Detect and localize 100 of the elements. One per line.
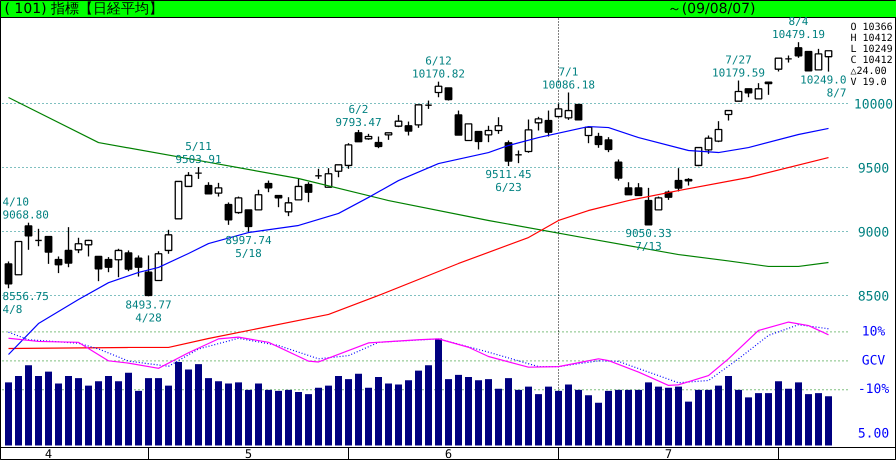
bar: [375, 377, 382, 446]
bar: [555, 390, 562, 446]
candlestick: [244, 209, 252, 232]
bar: [435, 338, 442, 446]
y-tick-label: 9000: [858, 226, 890, 240]
bar: [175, 362, 182, 446]
candlestick: [434, 80, 442, 98]
candlestick: [294, 178, 302, 201]
bar: [815, 393, 822, 446]
bar: [215, 381, 222, 446]
candlestick: [824, 50, 832, 72]
candlestick: [604, 136, 612, 153]
candlestick: [124, 250, 132, 272]
candlestick: [774, 58, 782, 72]
candlestick: [44, 236, 52, 265]
text: 5.00: [858, 426, 890, 442]
bar: [185, 370, 192, 446]
annotation: 6/2 9793.47: [335, 102, 382, 129]
candlestick: [414, 104, 422, 128]
candlestick: [514, 150, 522, 164]
annotation: 6/12 10170.82: [412, 54, 465, 81]
bar: [405, 380, 412, 446]
candlestick: [344, 142, 352, 170]
candlestick: [194, 166, 202, 180]
candlestick: [204, 182, 212, 195]
candlestick: [454, 110, 462, 136]
bar: [755, 393, 762, 446]
bar: [515, 390, 522, 446]
bar: [795, 382, 802, 446]
bar: [255, 383, 262, 446]
bar: [415, 370, 422, 446]
annotation: 7/27 10179.59: [712, 54, 765, 80]
bar: [115, 381, 122, 446]
candlestick: [504, 140, 512, 167]
y-tick-label: 8500: [858, 289, 890, 304]
bar: [685, 402, 692, 446]
candlestick: [354, 129, 362, 142]
bar: [715, 386, 722, 446]
candlestick: [654, 196, 662, 211]
candlestick: [404, 120, 412, 136]
bar: [305, 394, 312, 446]
bar: [165, 386, 172, 446]
bar: [345, 379, 352, 446]
candlestick: [184, 171, 192, 188]
candlestick: [264, 180, 272, 193]
bar: [705, 390, 712, 446]
candlestick: [724, 110, 732, 122]
bar: [585, 395, 592, 446]
bar: [95, 381, 102, 446]
bar: [245, 390, 252, 446]
candlestick: [394, 114, 402, 128]
bar: [735, 390, 742, 446]
bar: [275, 390, 282, 446]
candlestick: [224, 202, 232, 226]
bar: [775, 381, 782, 446]
bar: [545, 386, 552, 446]
bar: [235, 382, 242, 446]
annotation: 10249.0 8/7: [800, 74, 847, 100]
text: H 10412: [850, 33, 893, 44]
bar: [395, 384, 402, 446]
bar: [45, 372, 52, 446]
bar: [535, 394, 542, 446]
bar: [695, 390, 702, 446]
candlestick: [274, 194, 282, 208]
candlestick: [94, 256, 102, 282]
candlestick: [544, 110, 552, 138]
text: C 10412: [850, 55, 893, 66]
bar: [485, 379, 492, 446]
candlestick: [624, 182, 632, 196]
bar: [155, 378, 162, 446]
bar: [455, 374, 462, 446]
candlestick: [34, 228, 42, 247]
annotation: 8997.74 5/18: [225, 234, 272, 260]
bar: [645, 382, 652, 446]
bar: [425, 365, 432, 446]
x-tick-label: 6: [444, 447, 452, 460]
bar: [745, 397, 752, 446]
candlestick: [764, 81, 772, 96]
bar: [385, 383, 392, 446]
bar: [465, 377, 472, 446]
candlestick: [484, 125, 492, 143]
candlestick: [164, 229, 172, 254]
candlestick: [634, 182, 642, 196]
bar: [295, 392, 302, 446]
candlestick: [734, 80, 742, 102]
chart-subtitle: ～(09/08/07): [668, 1, 756, 17]
candlestick: [334, 164, 342, 178]
candlestick: [494, 116, 502, 134]
candlestick: [574, 104, 582, 121]
bar: [325, 386, 332, 446]
annotation: 4/10 9068.80: [2, 196, 49, 222]
bar: [365, 388, 372, 446]
bar: [55, 383, 62, 446]
bar: [505, 378, 512, 446]
x-tick-label: 4: [44, 447, 52, 460]
candlestick: [704, 134, 712, 154]
candlestick: [84, 239, 92, 258]
candlestick: [304, 182, 312, 203]
candlestick: [324, 167, 332, 188]
bar: [65, 376, 72, 446]
